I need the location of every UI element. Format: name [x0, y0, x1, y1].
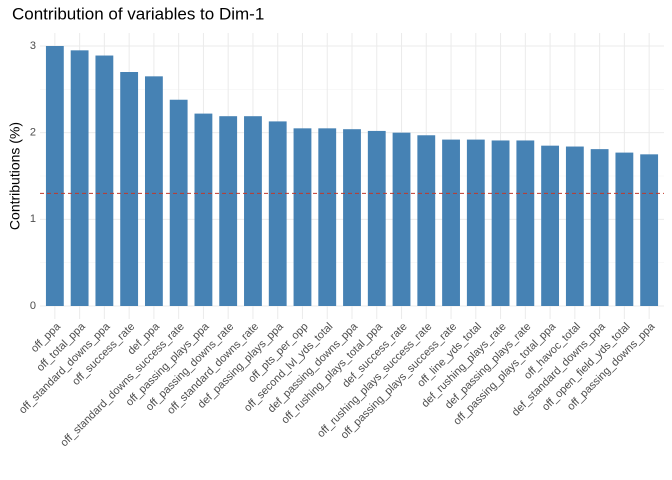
bar: [392, 132, 411, 306]
bar: [367, 130, 386, 306]
bar: [169, 99, 188, 306]
bar: [442, 139, 460, 306]
bar: [491, 140, 510, 306]
bar: [45, 46, 64, 306]
bar: [293, 128, 312, 306]
chart-title: Contribution of variables to Dim-1: [12, 4, 264, 23]
bar: [417, 135, 436, 306]
y-tick-label: 1: [30, 213, 36, 225]
y-tick-label: 0: [30, 300, 36, 312]
bar: [268, 121, 287, 307]
bar: [120, 72, 139, 306]
bar: [318, 128, 337, 306]
y-tick-label: 3: [30, 40, 36, 52]
bar: [194, 113, 213, 306]
y-tick-label: 2: [30, 127, 36, 139]
bar: [144, 76, 163, 306]
bar: [70, 50, 89, 307]
bar: [565, 146, 584, 306]
y-axis-label: Contributions (%): [7, 122, 23, 230]
bar: [244, 116, 262, 306]
bar: [516, 140, 535, 306]
bar: [640, 154, 659, 306]
bar: [590, 149, 609, 306]
bar: [343, 129, 361, 306]
bar: [219, 116, 238, 306]
bar: [95, 55, 114, 307]
bar: [541, 145, 560, 306]
bar: [615, 152, 634, 306]
bar: [466, 139, 485, 306]
